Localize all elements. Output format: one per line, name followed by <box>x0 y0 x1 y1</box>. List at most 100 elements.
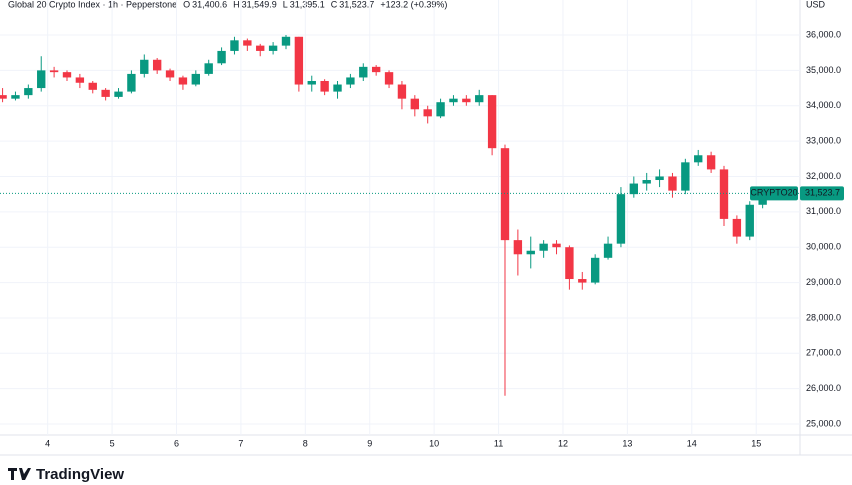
change: +123.2 (+0.39%) <box>380 0 447 9</box>
y-tick-label: 35,000.0 <box>806 65 841 75</box>
candle-body <box>694 155 703 163</box>
ohlc-key: C <box>331 0 338 9</box>
candle-body <box>590 257 600 283</box>
candle-body <box>333 84 342 92</box>
candle-body <box>294 36 304 85</box>
candle-body <box>256 45 265 51</box>
currency: USD <box>806 0 826 9</box>
candle-body <box>668 176 677 191</box>
x-tick-label: 6 <box>174 438 179 448</box>
candle-body <box>616 194 626 244</box>
candle-body <box>359 66 368 78</box>
price-label: 31,523.7 <box>805 188 840 198</box>
price-name-box <box>750 186 798 201</box>
ohlc-value: 31,549.9 <box>242 0 277 9</box>
y-tick-label: 32,000.0 <box>806 171 841 181</box>
candle-body <box>410 98 420 110</box>
ohlc-key: H <box>233 0 240 9</box>
x-tick-label: 8 <box>303 438 308 448</box>
title: Global 20 Crypto Index · 1h · Pepperston… <box>8 0 177 9</box>
candle-body <box>539 243 548 251</box>
candle-body <box>436 102 445 117</box>
ohlc-key: O <box>183 0 190 9</box>
candle-body <box>552 243 561 248</box>
x-tick-label: 7 <box>238 438 243 448</box>
candle-body <box>706 155 716 170</box>
candle-body <box>526 250 535 255</box>
x-tick-label: 15 <box>751 438 761 448</box>
x-tick-label: 12 <box>558 438 568 448</box>
candle-body <box>642 180 651 184</box>
candle-body <box>449 98 458 103</box>
brand: TradingView <box>36 466 124 483</box>
candle-body <box>191 73 200 85</box>
candle-body <box>11 95 20 99</box>
y-tick-label: 36,000.0 <box>806 29 841 39</box>
candle-body <box>462 98 471 103</box>
candle-body <box>745 204 754 237</box>
candle-body <box>629 183 639 195</box>
candle-body <box>320 80 329 92</box>
x-tick-label: 5 <box>110 438 115 448</box>
y-tick-label: 29,000.0 <box>806 277 841 287</box>
x-tick-label: 11 <box>494 438 503 448</box>
candle-body <box>217 50 226 64</box>
candle-body <box>423 109 432 117</box>
candle-body <box>719 169 729 219</box>
y-tick-label: 33,000.0 <box>806 135 841 145</box>
candle-body <box>475 95 484 103</box>
x-tick-label: 14 <box>687 438 697 448</box>
ohlc-value: 31,400.6 <box>192 0 227 9</box>
y-tick-label: 25,000.0 <box>806 418 841 428</box>
legend-header: Global 20 Crypto Index · 1h · Pepperston… <box>8 0 447 9</box>
candle-body <box>230 40 239 51</box>
candle-body <box>655 176 664 181</box>
candle-body <box>24 88 33 96</box>
candle-body <box>49 70 59 73</box>
candle-body <box>140 59 149 74</box>
price-name: CRYPTO20 <box>750 188 797 198</box>
candle-body <box>268 45 278 51</box>
candle-body <box>500 148 510 241</box>
x-tick-label: 10 <box>429 438 439 448</box>
candle-body <box>565 247 574 280</box>
x-tick-label: 13 <box>622 438 632 448</box>
candle-body <box>62 72 72 78</box>
candle-body <box>397 84 407 99</box>
candle-body <box>127 73 136 92</box>
candle-body <box>578 279 587 283</box>
candle-body <box>307 80 316 85</box>
candle-body <box>165 70 175 78</box>
candle-body <box>681 162 690 191</box>
candle-body <box>0 95 7 99</box>
y-tick-label: 27,000.0 <box>806 348 841 358</box>
x-tick-label: 9 <box>367 438 372 448</box>
candle-body <box>384 72 394 85</box>
ohlc-value: 31,523.7 <box>339 0 374 9</box>
candle-body <box>204 63 213 74</box>
candle-body <box>114 91 123 97</box>
price-label-box <box>800 186 844 201</box>
y-tick-label: 34,000.0 <box>806 100 841 110</box>
candle-body <box>101 89 110 97</box>
candle-body <box>513 240 523 255</box>
candle-body <box>178 77 188 85</box>
candle-body <box>487 95 497 149</box>
candle-body <box>371 66 381 73</box>
candle-body <box>88 82 97 90</box>
y-tick-label: 26,000.0 <box>806 383 841 393</box>
candle-body <box>281 36 291 46</box>
candle-body <box>243 40 252 46</box>
y-tick-label: 28,000.0 <box>806 312 841 322</box>
y-tick-label: 31,000.0 <box>806 206 841 216</box>
candle-body <box>152 59 162 71</box>
x-tick-label: 4 <box>45 438 50 448</box>
candle-body <box>346 77 355 85</box>
ohlc-key: L <box>283 0 288 9</box>
candle-body <box>732 218 742 237</box>
y-tick-label: 30,000.0 <box>806 242 841 252</box>
candle-body <box>37 70 46 89</box>
candle-body <box>75 77 85 83</box>
